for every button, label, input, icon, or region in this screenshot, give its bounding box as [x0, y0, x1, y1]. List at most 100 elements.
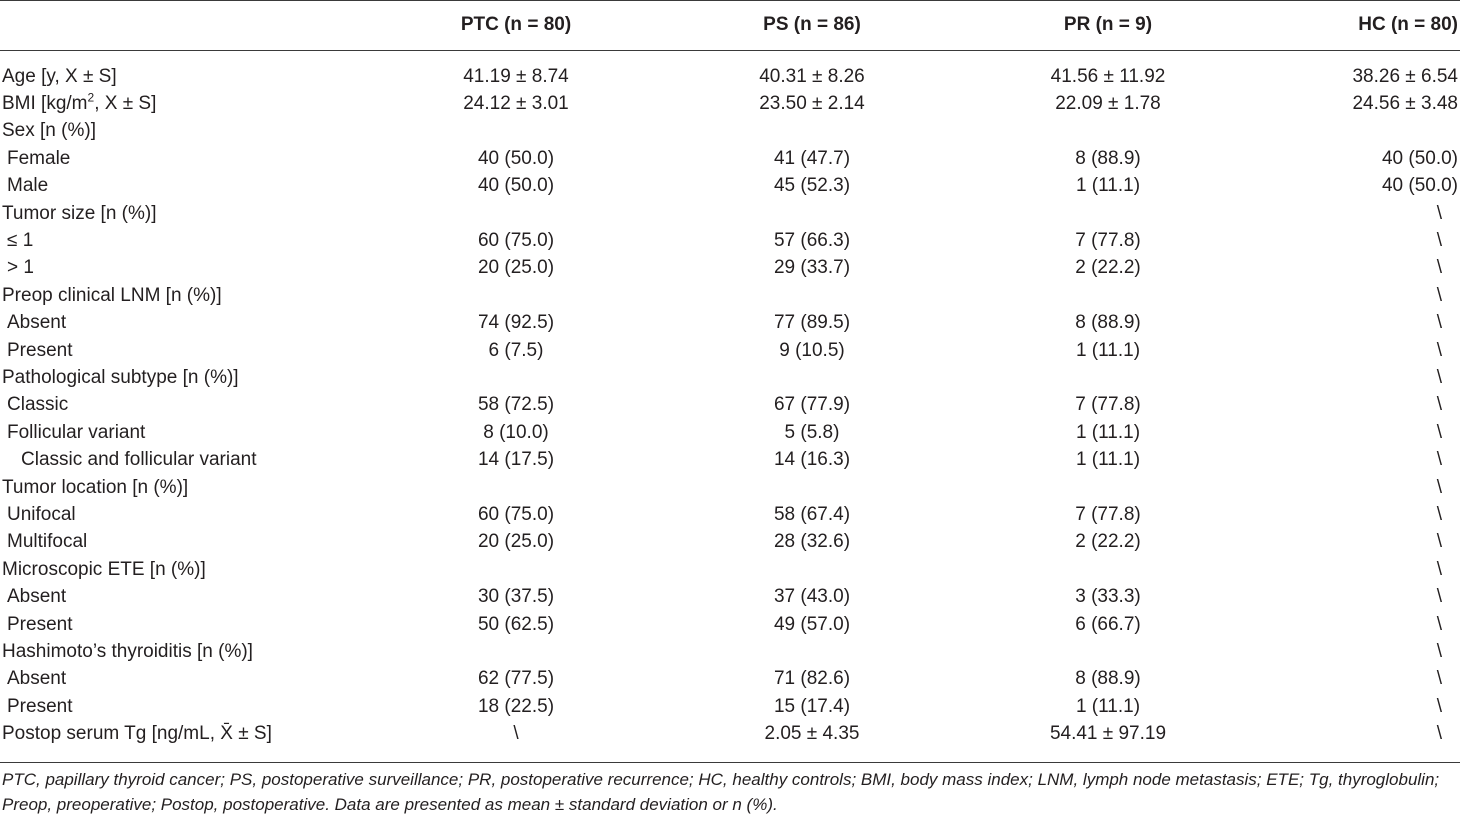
table-cell: \ [1436, 394, 1442, 416]
table-cell: 54.41 ± 97.19 [1049, 723, 1167, 745]
table-top-rule [0, 0, 1460, 1]
table-cell: 1 (11.1) [1075, 695, 1141, 717]
table-row: Absent 30 (37.5) 37 (43.0) 3 (33.3) \ [0, 583, 1460, 610]
table-cell: 49 (57.0) [773, 613, 851, 635]
table-cell: 3 (33.3) [1075, 586, 1141, 608]
table-row: Follicular variant 8 (10.0) 5 (5.8) 1 (11.1… [0, 419, 1460, 446]
table-row: Tumor location [n (%)] \ [0, 474, 1460, 501]
column-header-ptc: PTC (n = 80) [460, 14, 572, 35]
table-cell: 40.31 ± 8.26 [759, 65, 865, 87]
table-cell: 1 (11.1) [1075, 449, 1141, 471]
table-cell: 41.56 ± 11.92 [1050, 65, 1166, 87]
table-cell: 41.19 ± 8.74 [463, 65, 569, 87]
row-label: Multifocal [7, 531, 88, 553]
row-label-text: , X ± S] [94, 92, 157, 114]
table-row: Absent 62 (77.5) 71 (82.6) 8 (88.9) \ [0, 665, 1460, 692]
table-cell: 2.05 ± 4.35 [764, 723, 860, 745]
table-cell: 8 (88.9) [1075, 147, 1141, 169]
table-cell: 14 (17.5) [477, 449, 555, 471]
table-row: Hashimoto’s thyroiditis [n (%)] \ [0, 638, 1460, 665]
table-cell: 57 (66.3) [773, 229, 851, 251]
table-cell: 9 (10.5) [779, 339, 845, 361]
table-cell: \ [1436, 421, 1442, 443]
table-row: Absent 74 (92.5) 77 (89.5) 8 (88.9) \ [0, 309, 1460, 336]
table-row: > 1 20 (25.0) 29 (33.7) 2 (22.2) \ [0, 254, 1460, 281]
row-label: Tumor location [n (%)] [2, 476, 189, 498]
row-label: Age [y, X ± S] [2, 65, 117, 87]
table-cell: \ [1436, 695, 1442, 717]
column-header-pr: PR (n = 9) [1063, 14, 1153, 35]
table-cell: 28 (32.6) [773, 531, 851, 553]
table-cell: 40 (50.0) [1381, 175, 1458, 197]
table-cell: 6 (7.5) [488, 339, 544, 361]
table-row: Present 6 (7.5) 9 (10.5) 1 (11.1) \ [0, 337, 1460, 364]
row-label: Preop clinical LNM [n (%)] [2, 284, 222, 306]
table-cell: \ [1436, 312, 1442, 334]
table-cell: 58 (67.4) [773, 503, 851, 525]
row-label: Pathological subtype [n (%)] [2, 366, 239, 388]
row-label: Classic and follicular variant [21, 449, 257, 471]
table-cell: 7 (77.8) [1075, 229, 1141, 251]
table-bottom-rule [0, 762, 1460, 763]
table-cell: 58 (72.5) [477, 394, 555, 416]
table-cell: \ [1436, 284, 1442, 306]
row-label: Tumor size [n (%)] [2, 202, 157, 224]
table-row: Present 18 (22.5) 15 (17.4) 1 (11.1) \ [0, 693, 1460, 720]
table-cell: 23.50 ± 2.14 [759, 92, 865, 114]
table-cell: 50 (62.5) [477, 613, 555, 635]
table-cell: \ [513, 723, 519, 745]
table-cell: \ [1436, 586, 1442, 608]
table-cell: \ [1436, 257, 1442, 279]
row-label: Microscopic ETE [n (%)] [2, 558, 206, 580]
row-label: Postop serum Tg [ng/mL, X̄ ± S] [2, 723, 272, 745]
table-row: Classic and follicular variant 14 (17.5) 1… [0, 446, 1460, 473]
table-cell: 41 (47.7) [773, 147, 851, 169]
table-cell: 20 (25.0) [477, 257, 555, 279]
table-cell: \ [1436, 229, 1442, 251]
row-label: Hashimoto’s thyroiditis [n (%)] [2, 640, 253, 662]
column-header-hc: HC (n = 80) [1358, 14, 1458, 35]
table-cell: 8 (10.0) [483, 421, 549, 443]
table-cell: \ [1436, 723, 1442, 745]
table-header-rule [0, 50, 1460, 51]
table-row: Postop serum Tg [ng/mL, X̄ ± S] \ 2.05 ± 4… [0, 720, 1460, 747]
table-cell: 40 (50.0) [477, 147, 555, 169]
table-cell: 15 (17.4) [773, 695, 851, 717]
row-label: Female [7, 147, 71, 169]
table-cell: \ [1436, 640, 1442, 662]
table-cell: \ [1436, 531, 1442, 553]
table-row: Microscopic ETE [n (%)] \ [0, 556, 1460, 583]
table-cell: \ [1436, 668, 1442, 690]
table-row: Sex [n (%)] [0, 117, 1460, 144]
table-cell: 45 (52.3) [773, 175, 851, 197]
row-label: BMI [kg/m2, X ± S] [2, 90, 156, 117]
table-cell: \ [1436, 339, 1442, 361]
table-cell: \ [1436, 613, 1442, 635]
table-row: ≤ 1 60 (75.0) 57 (66.3) 7 (77.8) \ [0, 227, 1460, 254]
table-cell: 74 (92.5) [477, 312, 555, 334]
table-cell: \ [1436, 366, 1442, 388]
table-cell: 2 (22.2) [1075, 531, 1141, 553]
table-cell: 67 (77.9) [773, 394, 851, 416]
table-row: Multifocal 20 (25.0) 28 (32.6) 2 (22.2) \ [0, 528, 1460, 555]
row-label: Male [7, 175, 49, 197]
table-cell: 22.09 ± 1.78 [1055, 92, 1161, 114]
table-cell: 29 (33.7) [773, 257, 851, 279]
table-row: BMI [kg/m2, X ± S] 24.12 ± 3.01 23.50 ± 2.… [0, 90, 1460, 117]
table-cell: 5 (5.8) [784, 421, 840, 443]
table-cell: 8 (88.9) [1075, 312, 1141, 334]
table-cell: 60 (75.0) [477, 503, 555, 525]
table-row: Present 50 (62.5) 49 (57.0) 6 (66.7) \ [0, 611, 1460, 638]
row-label: Present [7, 339, 73, 361]
table-cell: 14 (16.3) [773, 449, 851, 471]
table-cell: 20 (25.0) [477, 531, 555, 553]
row-label: Present [7, 695, 73, 717]
table-row: Female 40 (50.0) 41 (47.7) 8 (88.9) 40 (50.0… [0, 145, 1460, 172]
table-cell: 77 (89.5) [773, 312, 851, 334]
table-row: Pathological subtype [n (%)] \ [0, 364, 1460, 391]
table-cell: \ [1436, 476, 1442, 498]
table-cell: 40 (50.0) [477, 175, 555, 197]
table-cell: 40 (50.0) [1381, 147, 1458, 169]
table-cell: 18 (22.5) [477, 695, 555, 717]
row-label: > 1 [7, 257, 34, 279]
